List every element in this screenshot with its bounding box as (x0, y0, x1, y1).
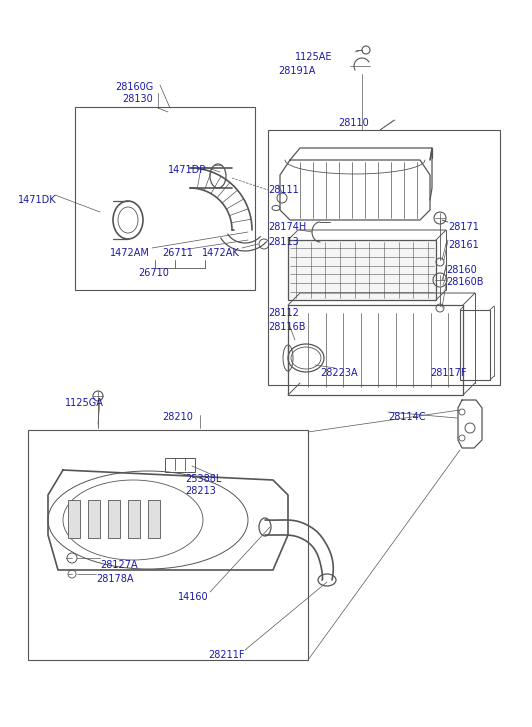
Text: 1472AM: 1472AM (110, 248, 150, 258)
Bar (75, 107, 255, 290)
Text: 28112: 28112 (268, 308, 299, 318)
Bar (148, 500, 160, 538)
Text: 1125GA: 1125GA (65, 398, 104, 408)
Text: 28110: 28110 (338, 118, 369, 128)
Text: 28130: 28130 (122, 94, 153, 104)
Bar (88, 500, 100, 538)
Bar (460, 310, 490, 380)
Text: 28160B: 28160B (446, 277, 484, 287)
Bar (165, 458, 195, 472)
Text: 28174H: 28174H (268, 222, 306, 232)
Text: 26711: 26711 (162, 248, 193, 258)
Text: 25388L: 25388L (185, 474, 221, 484)
Bar (288, 305, 463, 395)
Text: 28114C: 28114C (388, 412, 426, 422)
Text: 28116B: 28116B (268, 322, 305, 332)
Text: 28210: 28210 (162, 412, 193, 422)
Text: 28171: 28171 (448, 222, 479, 232)
Text: 28111: 28111 (268, 185, 299, 195)
Text: 26710: 26710 (138, 268, 169, 278)
Text: 28223A: 28223A (320, 368, 358, 378)
Text: 28113: 28113 (268, 237, 299, 247)
Text: 1471DP: 1471DP (168, 165, 206, 175)
Text: 28211F: 28211F (208, 650, 245, 660)
Text: 1125AE: 1125AE (295, 52, 332, 62)
Bar (28, 430, 308, 660)
Text: 14160: 14160 (178, 592, 209, 602)
Text: 28160: 28160 (446, 265, 477, 275)
Text: 28160G: 28160G (115, 82, 153, 92)
Text: 28191A: 28191A (278, 66, 315, 76)
Text: 28127A: 28127A (100, 560, 138, 570)
Text: 1472AK: 1472AK (202, 248, 240, 258)
Bar (108, 500, 120, 538)
Text: 28213: 28213 (185, 486, 216, 496)
Text: 28161: 28161 (448, 240, 479, 250)
Text: 1471DK: 1471DK (18, 195, 56, 205)
Bar (128, 500, 140, 538)
Text: 28117F: 28117F (430, 368, 467, 378)
Bar (68, 500, 80, 538)
Bar (288, 240, 436, 300)
Bar (268, 130, 500, 385)
Text: 28178A: 28178A (96, 574, 134, 584)
